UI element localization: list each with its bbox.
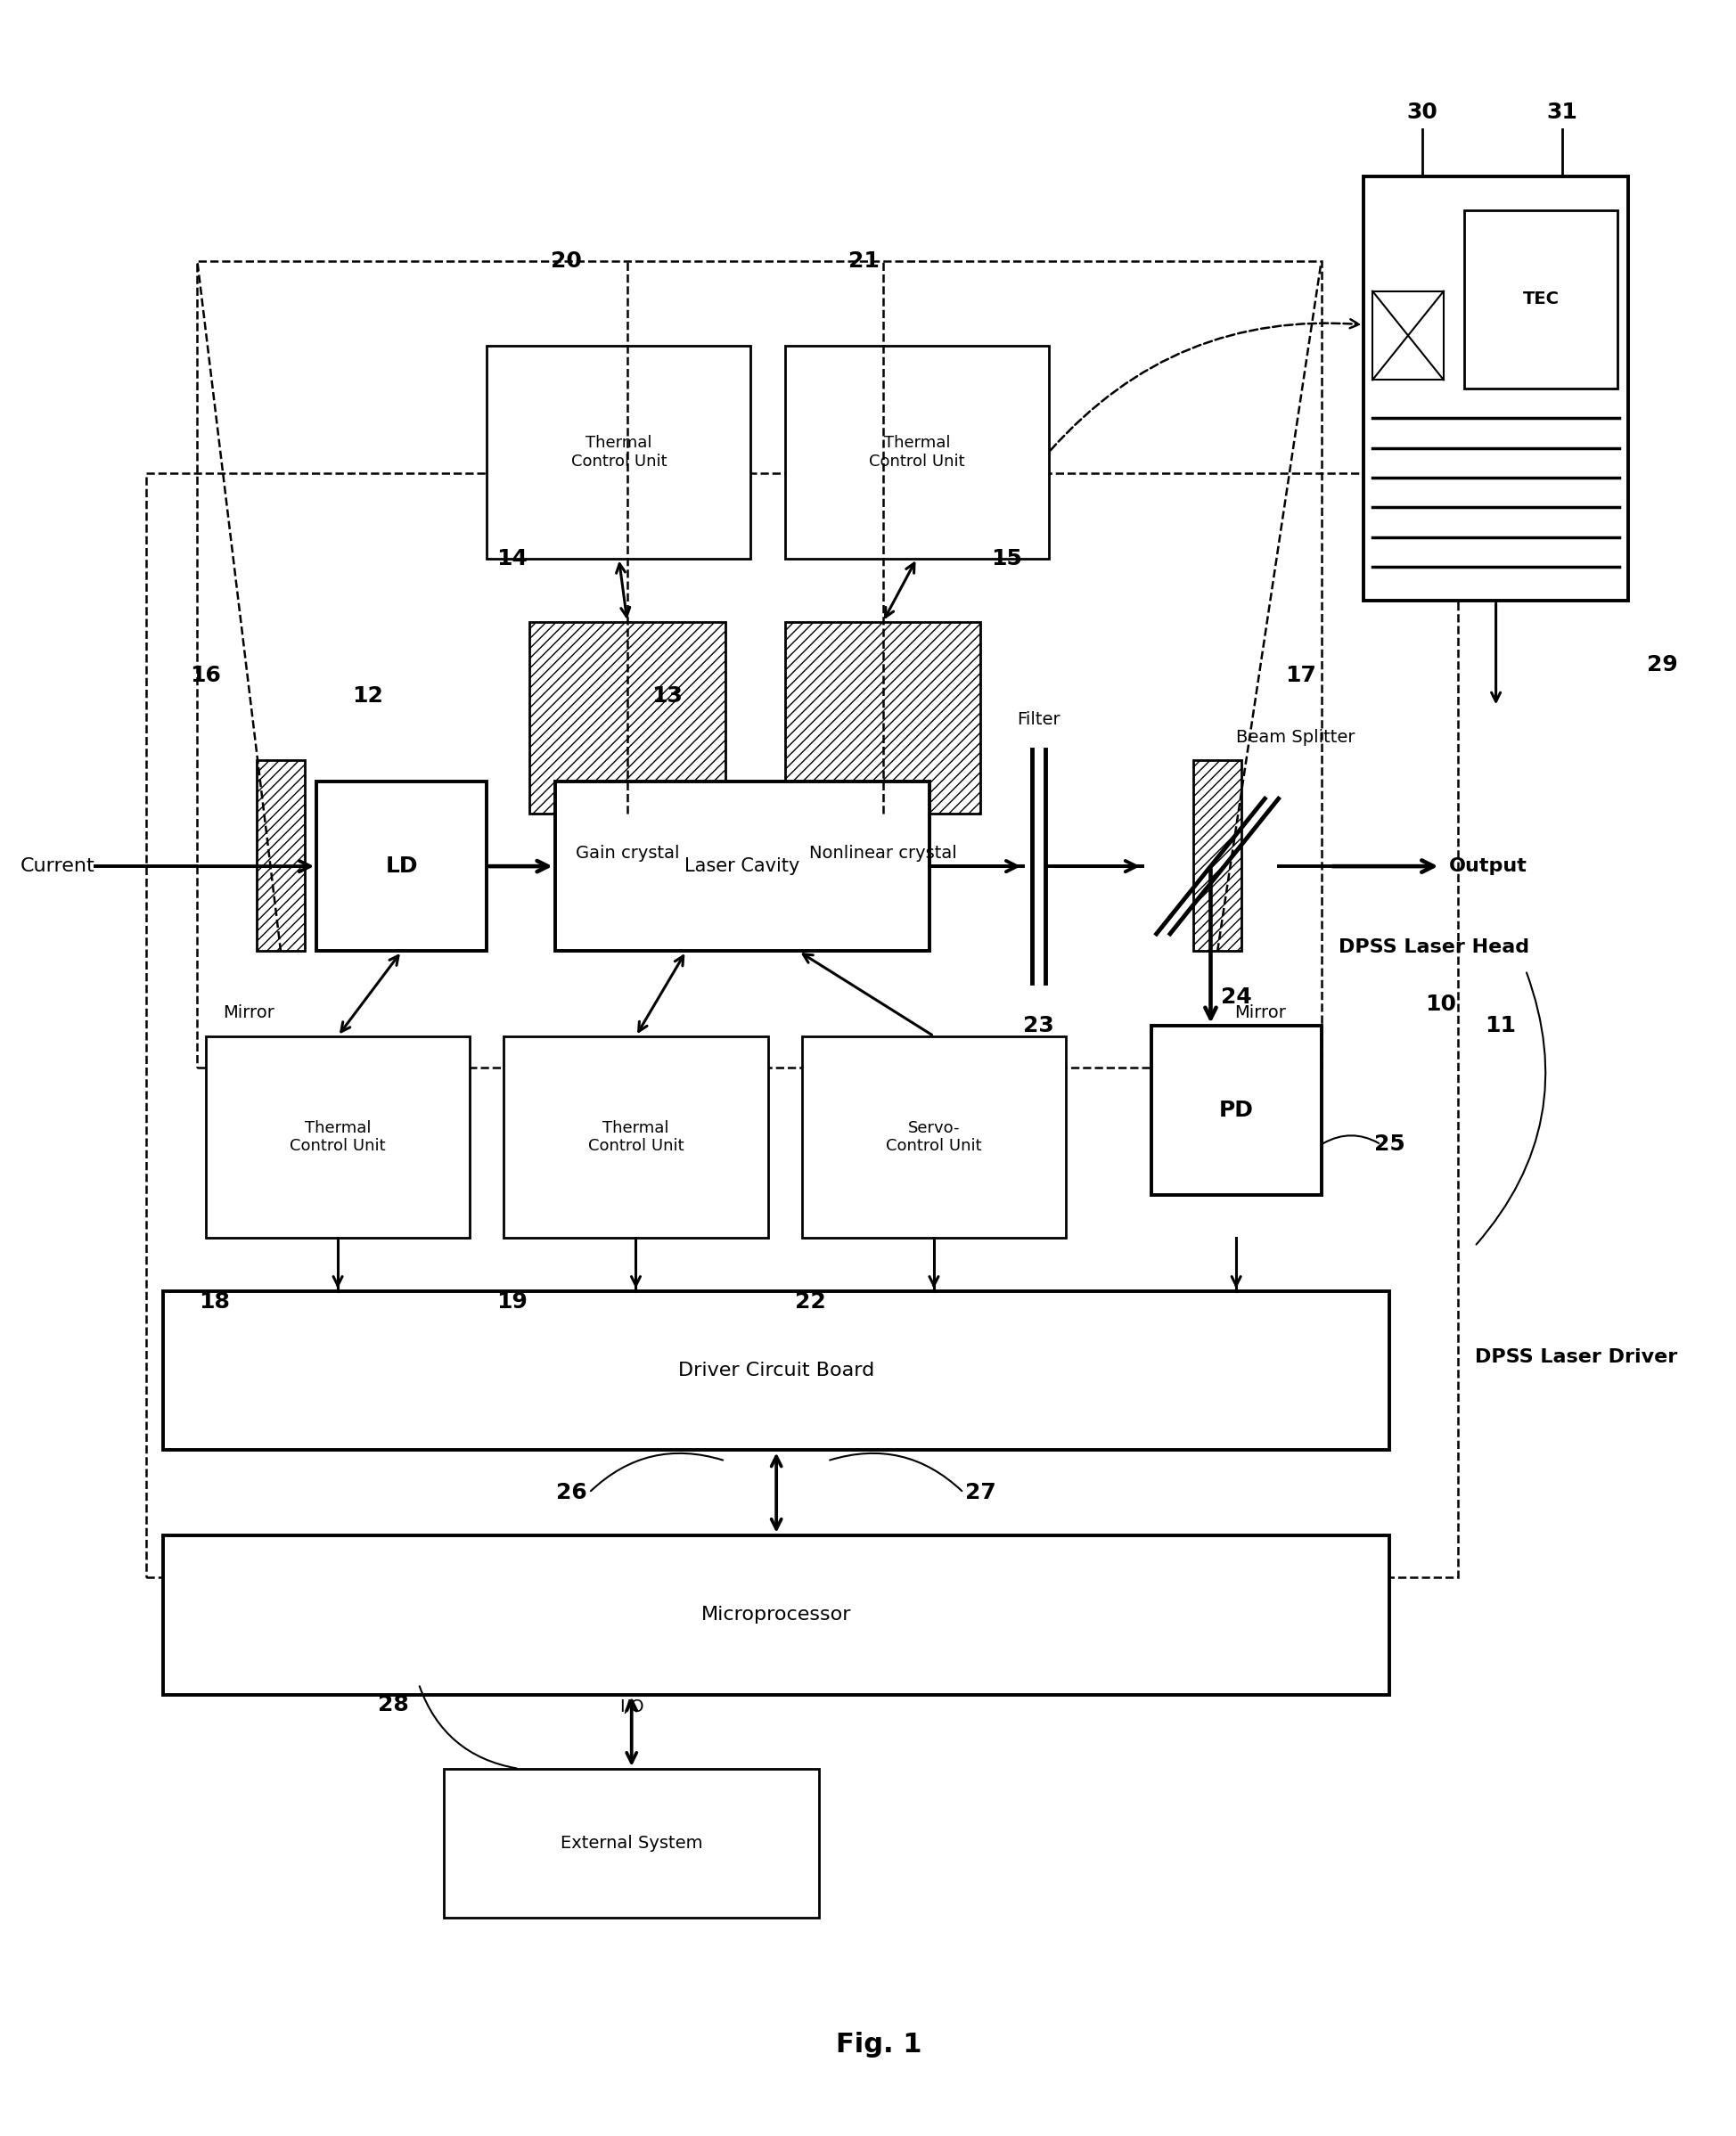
- Text: 12: 12: [352, 686, 384, 707]
- Text: Laser Cavity: Laser Cavity: [684, 857, 800, 876]
- Text: DPSS Laser Head: DPSS Laser Head: [1338, 938, 1528, 957]
- Bar: [163, 1290, 1389, 1450]
- Text: Thermal
Control Unit: Thermal Control Unit: [290, 1119, 385, 1153]
- Text: 21: 21: [849, 250, 878, 271]
- Text: Nonlinear crystal: Nonlinear crystal: [809, 846, 957, 863]
- Text: 16: 16: [191, 664, 220, 686]
- Text: 26: 26: [556, 1482, 587, 1504]
- Bar: [785, 346, 1049, 557]
- Text: Thermal
Control Unit: Thermal Control Unit: [868, 436, 963, 470]
- Bar: [257, 760, 304, 951]
- Text: PD: PD: [1219, 1100, 1253, 1121]
- Text: 31: 31: [1545, 103, 1576, 124]
- Text: Fig. 1: Fig. 1: [835, 2031, 922, 2057]
- Text: 15: 15: [990, 547, 1021, 568]
- Bar: [146, 474, 1457, 1579]
- Text: Mirror: Mirror: [1234, 1004, 1285, 1021]
- Bar: [802, 1036, 1066, 1239]
- Text: 20: 20: [550, 250, 582, 271]
- Bar: [444, 1769, 818, 1918]
- Text: Output: Output: [1448, 857, 1526, 876]
- Text: 28: 28: [377, 1694, 408, 1715]
- Text: 29: 29: [1646, 654, 1677, 675]
- Text: 18: 18: [198, 1290, 229, 1312]
- Text: 14: 14: [496, 547, 528, 568]
- Text: Beam Splitter: Beam Splitter: [1236, 728, 1354, 745]
- Text: Mirror: Mirror: [222, 1004, 274, 1021]
- Text: 19: 19: [496, 1290, 528, 1312]
- Text: 27: 27: [965, 1482, 996, 1504]
- Text: 25: 25: [1373, 1134, 1404, 1156]
- Bar: [529, 622, 726, 814]
- Text: LD: LD: [385, 857, 418, 878]
- Text: 17: 17: [1285, 664, 1316, 686]
- Bar: [1193, 760, 1241, 951]
- Bar: [785, 622, 981, 814]
- Bar: [198, 261, 1321, 1068]
- Text: 24: 24: [1220, 987, 1252, 1008]
- Text: DPSS Laser Driver: DPSS Laser Driver: [1474, 1348, 1677, 1365]
- Text: 10: 10: [1424, 993, 1455, 1015]
- Text: Gain crystal: Gain crystal: [575, 846, 679, 863]
- Text: Thermal
Control Unit: Thermal Control Unit: [587, 1119, 684, 1153]
- Bar: [1463, 209, 1616, 389]
- Bar: [556, 782, 929, 951]
- Text: 22: 22: [795, 1290, 826, 1312]
- Text: 13: 13: [651, 686, 682, 707]
- Bar: [1363, 175, 1627, 600]
- Bar: [163, 1536, 1389, 1694]
- Text: TEC: TEC: [1522, 290, 1559, 308]
- Text: Servo-
Control Unit: Servo- Control Unit: [885, 1119, 981, 1153]
- Text: 23: 23: [1023, 1015, 1054, 1036]
- Bar: [205, 1036, 469, 1239]
- Bar: [1151, 1025, 1321, 1196]
- Text: Driver Circuit Board: Driver Circuit Board: [677, 1363, 873, 1380]
- Text: 30: 30: [1406, 103, 1437, 124]
- Text: 11: 11: [1484, 1015, 1516, 1036]
- Text: I/O: I/O: [620, 1698, 644, 1715]
- Bar: [1371, 290, 1443, 380]
- Text: Microprocessor: Microprocessor: [701, 1606, 851, 1623]
- Bar: [503, 1036, 767, 1239]
- Text: Filter: Filter: [1017, 711, 1059, 728]
- Bar: [486, 346, 750, 557]
- Text: Current: Current: [21, 857, 95, 876]
- Text: Thermal
Control Unit: Thermal Control Unit: [571, 436, 667, 470]
- Bar: [316, 782, 486, 951]
- Text: External System: External System: [561, 1835, 703, 1852]
